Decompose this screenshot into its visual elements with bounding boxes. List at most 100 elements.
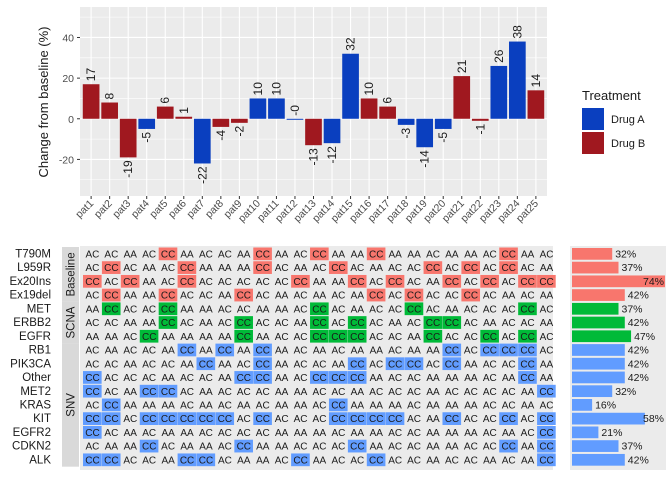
cell-genotype: AC [180,291,194,302]
gene-label: ALK [29,454,51,466]
cell-genotype: AA [199,332,213,343]
cell-highlight [499,439,518,453]
cell-genotype: AC [407,263,421,274]
bar-value-label: 14 [529,74,543,88]
alteration-frequency-panel: 32%37%74%42%37%42%47%42%42%42%32%16%58%2… [570,246,666,470]
cell-genotype: AC [483,263,497,274]
cell-highlight [310,247,329,261]
frequency-bar-l959r [572,261,619,274]
cell-genotype: CC [237,373,251,384]
cell-highlight [518,302,537,316]
cell-genotype: CC [520,332,534,343]
strip-snv [62,343,79,467]
cell-genotype: AC [180,373,194,384]
cell-genotype: CC [237,318,251,329]
cell-genotype: AA [275,359,289,370]
cell-genotype: AA [86,304,100,315]
cell-genotype: AA [237,346,251,357]
cell-highlight [83,425,102,439]
cell-genotype: AC [199,291,213,302]
cell-genotype: AA [313,277,327,288]
bar-pat1 [82,84,100,119]
frequency-label: 74% [643,276,664,288]
cell-genotype: AA [370,428,384,439]
cell-highlight [537,425,556,439]
cell-genotype: AA [275,346,289,357]
cell-genotype: CC [539,414,553,425]
cell-highlight [385,412,405,425]
cell-genotype: AA [124,359,138,370]
cell-highlight [139,384,159,398]
cell-genotype: AA [275,387,289,398]
cell-genotype: AC [218,304,232,315]
cell-genotype: AC [180,387,194,398]
cell-genotype: CC [199,455,213,466]
cell-highlight [158,384,178,398]
cell-genotype: AA [275,400,289,411]
cell-genotype: AC [426,291,440,302]
cell-genotype: AC [104,428,118,439]
cell-genotype: AC [142,428,156,439]
cell-highlight [83,412,102,425]
cell-genotype: AA [124,428,138,439]
cell-genotype: AC [331,428,345,439]
cell-highlight [158,302,178,316]
cell-genotype: AA [521,249,535,260]
cell-genotype: AC [502,332,516,343]
cell-genotype: AA [332,249,346,260]
cell-genotype: AC [256,428,270,439]
cell-genotype: AC [142,373,156,384]
gene-label: KRAS [20,399,52,411]
cell-highlight [253,343,272,357]
cell-genotype: AC [388,291,402,302]
bar-value-label: -5 [140,132,154,143]
cell-genotype: AC [218,277,232,288]
cell-genotype: AA [351,387,365,398]
cell-genotype: AA [464,359,478,370]
legend-title: Treatment [582,88,641,103]
bar-value-label: -2 [232,126,246,137]
cell-genotype: AA [464,249,478,260]
cell-genotype: AA [502,373,516,384]
cell-genotype: CC [520,304,534,315]
cell-genotype: AA [161,455,175,466]
cell-genotype: CC [180,414,194,425]
cell-genotype: AA [218,373,232,384]
bar-pat24 [509,41,526,119]
cell-genotype: CC [407,359,421,370]
cell-genotype: CC [199,414,213,425]
cell-genotype: AA [199,400,213,411]
gene-label: MET [27,303,51,315]
cell-genotype: AC [502,304,516,315]
cell-genotype: CC [520,373,534,384]
cell-genotype: AC [388,442,402,453]
frequency-label: 58% [643,413,664,425]
cell-genotype: AC [369,359,383,370]
cell-genotype: CC [256,414,270,425]
cell-genotype: AC [237,304,251,315]
cell-genotype: AA [275,291,289,302]
cell-genotype: CC [312,318,326,329]
bar-pat8 [212,118,230,127]
frequency-label: 21% [601,427,622,439]
bar-value-label: 17 [84,68,98,82]
cell-genotype: AC [331,442,345,453]
cell-genotype: AA [199,263,213,274]
gene-label: PIK3CA [10,358,51,370]
cell-genotype: AA [445,373,459,384]
cell-highlight [480,274,499,288]
cell-genotype: CC [501,442,515,453]
cell-genotype: CC [520,277,534,288]
cell-highlight [480,329,499,343]
bar-value-label: 32 [344,37,358,51]
cell-genotype: AC [86,249,100,260]
cell-genotype: CC [123,277,137,288]
cell-highlight [347,371,367,384]
x-tick-label: pat4 [129,198,152,221]
cell-genotype: AC [331,387,345,398]
bar-pat25 [527,90,545,119]
cell-highlight [83,453,102,467]
x-tick-label: pat7 [184,198,207,221]
cell-genotype: CC [407,291,421,302]
